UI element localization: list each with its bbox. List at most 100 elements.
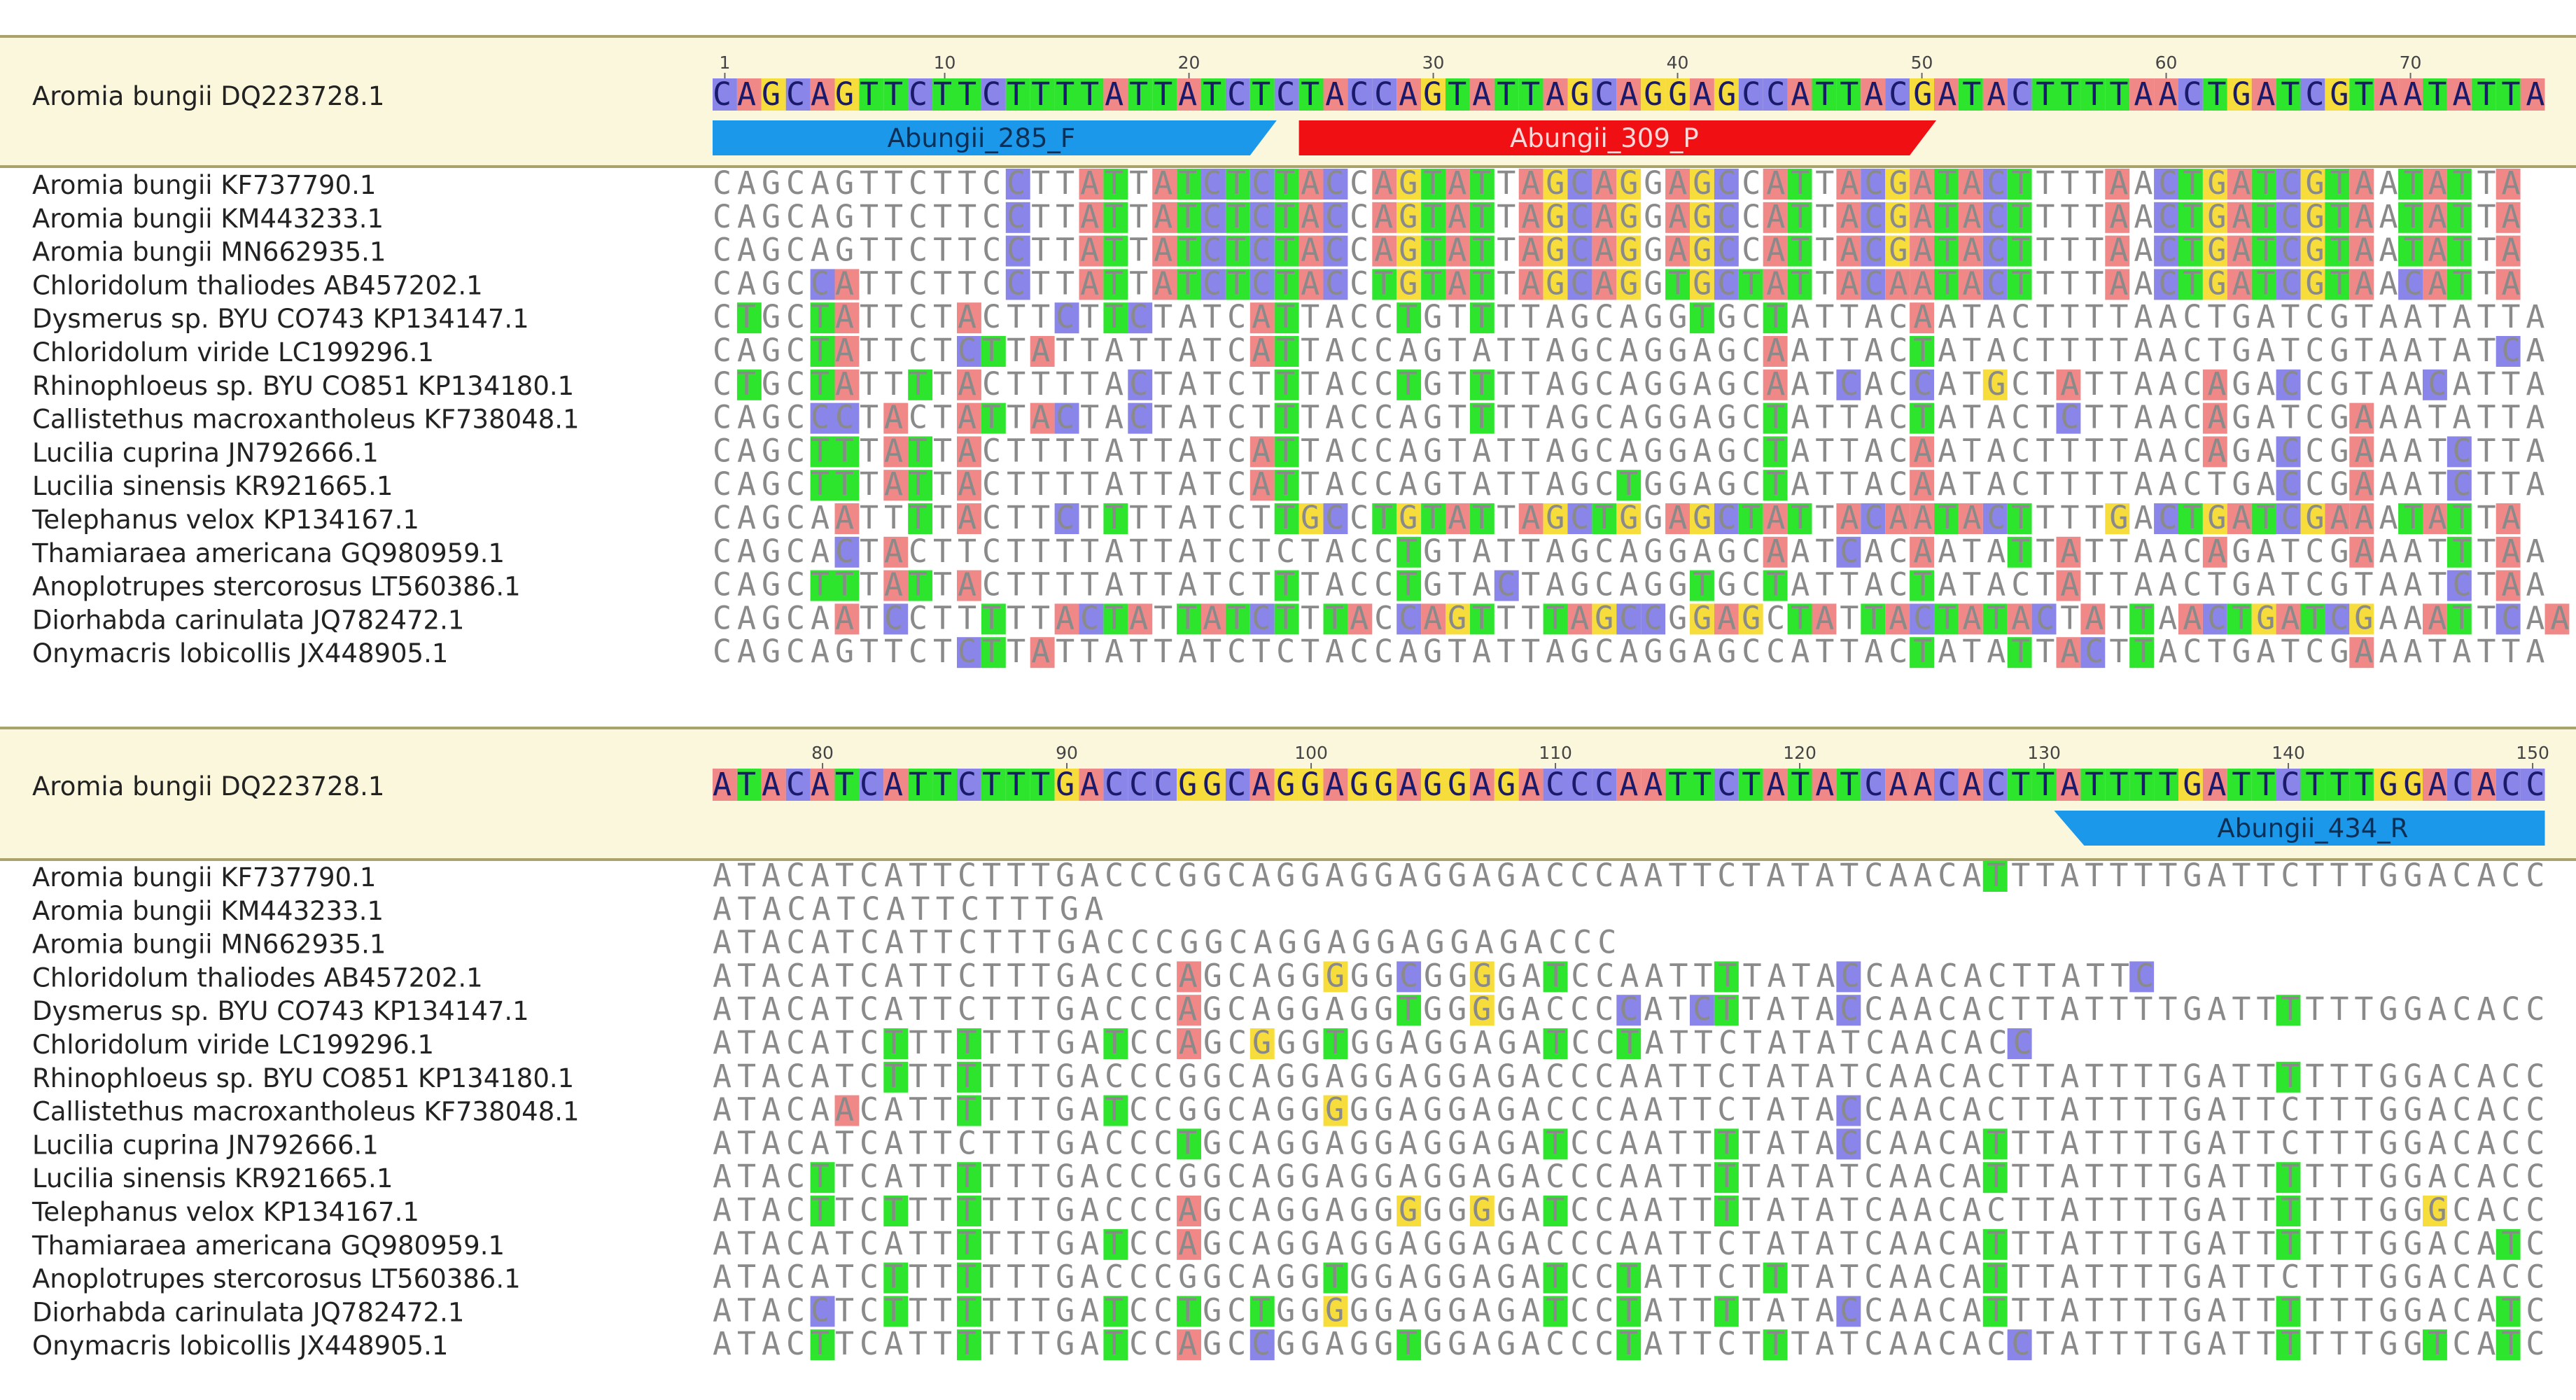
ruler-number: 130 — [2027, 743, 2061, 763]
mismatch-highlight — [1469, 995, 1494, 1026]
mismatch-highlight — [1616, 202, 1642, 233]
mismatch-highlight — [1910, 302, 1934, 334]
mismatch-highlight — [1079, 269, 1104, 300]
sequence-name: Lucilia cuprina JN792666.1 — [32, 438, 379, 468]
mismatch-highlight — [2423, 603, 2447, 635]
mismatch-highlight — [981, 637, 1006, 668]
mismatch-highlight — [1910, 402, 1934, 434]
reference-base-bg — [2202, 769, 2227, 801]
mismatch-highlight — [834, 470, 860, 501]
reference-base-bg — [1641, 769, 1666, 801]
reference-base-bg — [1348, 769, 1373, 801]
mismatch-highlight — [1323, 235, 1348, 267]
mismatch-highlight — [957, 637, 981, 668]
reference-base-bg — [1274, 769, 1299, 801]
reference-base-bg — [2227, 769, 2252, 801]
mismatch-highlight — [2276, 436, 2301, 468]
mismatch-highlight — [1274, 169, 1299, 200]
mismatch-highlight — [1103, 1095, 1128, 1126]
mismatch-highlight — [2202, 536, 2227, 568]
mismatch-highlight — [834, 603, 860, 635]
mismatch-highlight — [1250, 169, 1275, 200]
mismatch-highlight — [1225, 169, 1250, 200]
mismatch-highlight — [1763, 202, 1788, 233]
reference-base-bg — [1494, 769, 1519, 801]
mismatch-highlight — [2251, 169, 2276, 200]
mismatch-highlight — [2325, 503, 2350, 534]
reference-base-bg — [834, 769, 860, 801]
mismatch-highlight — [1274, 302, 1299, 334]
reference-base-bg — [1714, 769, 1739, 801]
mismatch-highlight — [1836, 235, 1861, 267]
mismatch-highlight — [1982, 1296, 2008, 1327]
reference-base-bg — [1641, 78, 1666, 111]
reference-base-bg — [2300, 78, 2325, 111]
reference-base-bg — [1567, 769, 1592, 801]
mismatch-highlight — [1665, 169, 1690, 200]
reference-base-bg — [1518, 78, 1544, 111]
reference-sequence: ATACATCATTCTTTGACCCGGCAGGAGGAGGAGACCCAAT… — [713, 766, 2545, 803]
sequence-name: Telephanus velox KP134167.1 — [31, 1197, 419, 1227]
reference-base-bg — [736, 78, 762, 111]
mismatch-highlight — [810, 269, 835, 300]
mismatch-highlight — [2178, 235, 2203, 267]
reference-base-bg — [1079, 78, 1104, 111]
sequence-name: Aromia bungii MN662935.1 — [32, 930, 386, 960]
mismatch-highlight — [1543, 235, 1568, 267]
mismatch-highlight — [1446, 169, 1470, 200]
aligned-sequence: CAGCTATTCTCTTATTATTATCATTACCAGTATTAGCAGG… — [713, 332, 2545, 369]
mismatch-highlight — [957, 1329, 981, 1361]
reference-base-bg — [1250, 78, 1275, 111]
sequence-name: Aromia bungii KM443233.1 — [32, 204, 384, 234]
reference-base-bg — [981, 78, 1006, 111]
mismatch-highlight — [1885, 169, 1910, 200]
ruler-number: 100 — [1294, 743, 1328, 763]
reference-base-bg — [2154, 78, 2178, 111]
mismatch-highlight — [1836, 1296, 1861, 1327]
reference-base-bg — [1396, 769, 1422, 801]
reference-base-bg — [1836, 78, 1861, 111]
reference-base-bg — [761, 78, 786, 111]
mismatch-highlight — [2349, 235, 2374, 267]
mismatch-highlight — [1763, 302, 1788, 334]
aligned-sequence: CAGCCCTACTATTACTACTATCTTTACCAGTTTTAGCAGG… — [713, 399, 2545, 436]
mismatch-highlight — [2251, 269, 2276, 300]
mismatch-highlight — [1763, 336, 1788, 367]
mismatch-highlight — [1323, 202, 1348, 233]
mismatch-highlight — [1763, 269, 1788, 300]
reference-base-bg — [859, 78, 884, 111]
mismatch-highlight — [2178, 269, 2203, 300]
mismatch-highlight — [1690, 169, 1714, 200]
mismatch-highlight — [908, 570, 933, 601]
mismatch-highlight — [2154, 202, 2178, 233]
mismatch-highlight — [1201, 169, 1226, 200]
reference-base-bg — [2056, 78, 2081, 111]
sequence-name: Anoplotrupes stercorosus LT560386.1 — [32, 572, 521, 602]
mismatch-highlight — [2227, 169, 2252, 200]
reference-base-bg — [1958, 78, 1983, 111]
mismatch-highlight — [883, 402, 909, 434]
mismatch-highlight — [2227, 269, 2252, 300]
reference-base-bg — [2178, 78, 2203, 111]
mismatch-highlight — [1005, 235, 1030, 267]
mismatch-highlight — [1836, 536, 1861, 568]
reference-base-bg — [2276, 78, 2301, 111]
mismatch-highlight — [2276, 995, 2301, 1026]
mismatch-highlight — [2276, 1228, 2301, 1260]
primer-arrow-abungii_285_f — [713, 120, 1277, 155]
mismatch-highlight — [1177, 269, 1201, 300]
reference-base-bg — [1177, 769, 1201, 801]
mismatch-highlight — [1250, 302, 1275, 334]
reference-base-bg — [1469, 78, 1494, 111]
reference-base-bg — [1592, 769, 1617, 801]
sequence-name: Aromia bungii KM443233.1 — [32, 896, 384, 926]
mismatch-highlight — [2325, 235, 2350, 267]
reference-base-bg — [2349, 769, 2374, 801]
mismatch-highlight — [2325, 169, 2350, 200]
mismatch-highlight — [1543, 169, 1568, 200]
reference-base-bg — [1201, 78, 1226, 111]
mismatch-highlight — [2276, 1296, 2301, 1327]
sequence-name: Chloridolum viride LC199296.1 — [32, 1030, 434, 1060]
mismatch-highlight — [1861, 235, 1886, 267]
mismatch-highlight — [1738, 503, 1763, 534]
